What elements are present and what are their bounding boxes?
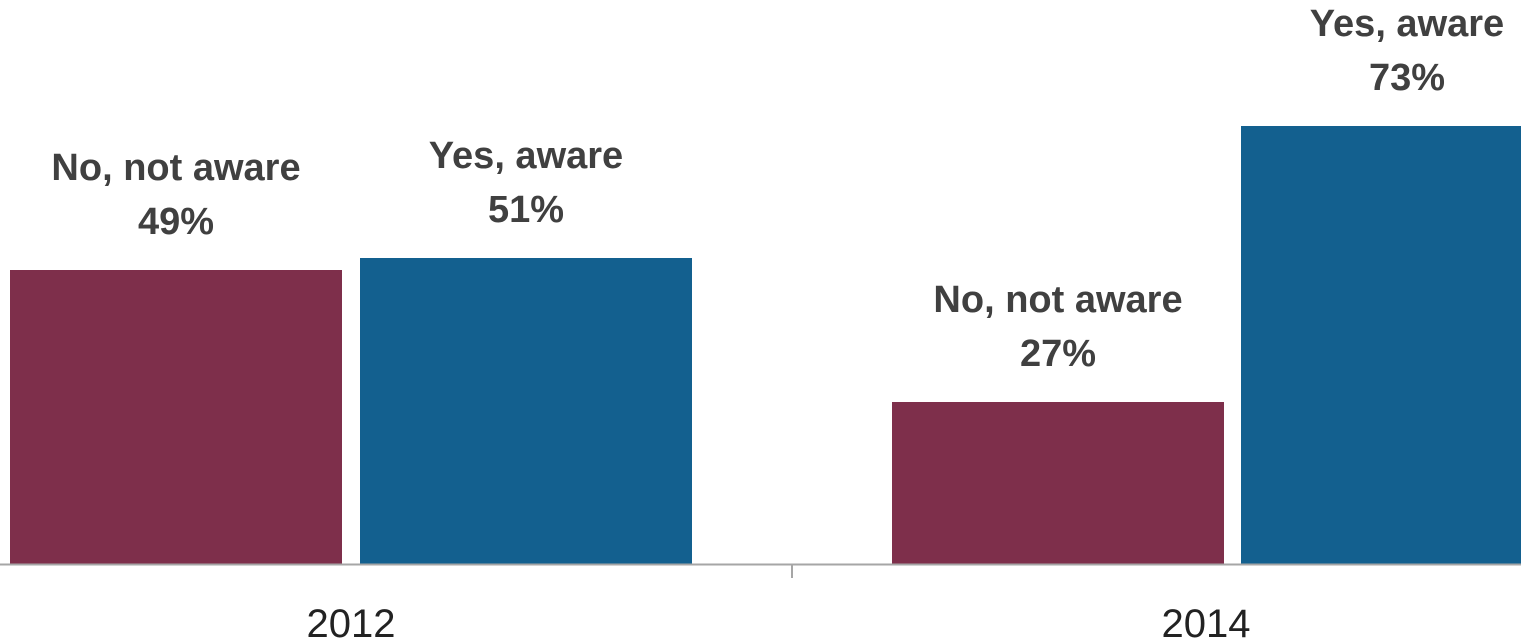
bar-label-series-2012-yes: Yes, aware [429, 135, 623, 177]
bar-label-series-2014-no: No, not aware [933, 279, 1182, 321]
bar-label-value-2012-no: 49% [138, 201, 214, 243]
bar-2014-no [892, 402, 1224, 564]
x-tick-labels-group: 2012 2014 [307, 602, 1251, 644]
x-tick-label-2012: 2012 [307, 602, 396, 644]
bar-2014-yes [1241, 126, 1521, 564]
bar-2012-no [10, 270, 342, 564]
bar-2012-yes [360, 258, 692, 564]
data-labels-group: No, not aware 49% Yes, aware 51% No, not awa… [51, 3, 1504, 375]
bar-label-series-2014-yes: Yes, aware [1310, 3, 1504, 45]
bars-group [10, 126, 1521, 564]
x-tick-label-2014: 2014 [1162, 602, 1251, 644]
bar-label-series-2012-no: No, not aware [51, 147, 300, 189]
bar-label-value-2014-no: 27% [1020, 333, 1096, 375]
bar-label-value-2014-yes: 73% [1369, 57, 1445, 99]
bar-label-value-2012-yes: 51% [488, 189, 564, 231]
